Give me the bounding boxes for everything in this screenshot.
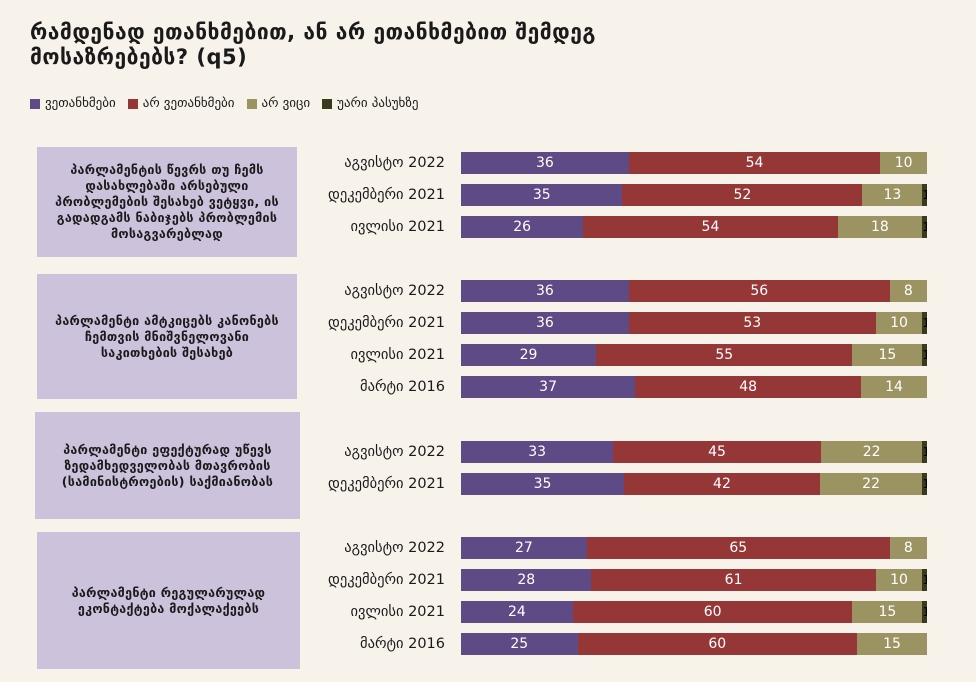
bar-segment-refuse: 1	[922, 184, 927, 206]
bar-segment-agree: 36	[461, 280, 629, 302]
legend-label-disagree: არ ვეთანხმები	[142, 96, 235, 111]
bar-segment-refuse: 1	[922, 473, 927, 495]
period-label: მარტი 2016	[360, 636, 445, 652]
legend-swatch-refuse	[322, 98, 333, 109]
chart-title-line-2: მოსაზრებებს? (q5)	[30, 45, 248, 69]
bar-segment-dont-know: 18	[837, 216, 923, 238]
bar-segment-agree: 35	[461, 473, 625, 495]
period-label: დეკემბერი 2021	[328, 476, 445, 492]
bar-segment-refuse: 1	[922, 569, 927, 591]
bar-segment-dont-know: 15	[852, 601, 923, 623]
bar-segment-disagree: 54	[583, 216, 838, 238]
bar-segment-disagree: 61	[591, 569, 876, 591]
bar-row: 37 48 14	[461, 376, 927, 398]
bar-row: 25 60 15	[461, 633, 927, 655]
bar-row: 27 65 8	[461, 537, 927, 559]
bar-segment-disagree: 53	[628, 312, 876, 334]
legend: ვეთანხმები არ ვეთანხმები არ ვიცი უარი პა…	[30, 96, 418, 111]
legend-swatch-disagree	[127, 98, 138, 109]
bar-segment-disagree: 42	[624, 473, 820, 495]
chart-title: რამდენად ეთანხმებით, ან არ ეთანხმებით შე…	[30, 20, 730, 70]
bar-segment-refuse: 1	[922, 312, 927, 334]
bar-segment-disagree: 54	[628, 152, 881, 174]
bar-segment-disagree: 56	[628, 280, 890, 302]
bar-segment-disagree: 60	[577, 633, 858, 655]
period-label: დეკემბერი 2021	[328, 572, 445, 588]
bar-segment-agree: 37	[461, 376, 636, 398]
legend-label-refuse: უარი პასუხზე	[337, 96, 419, 111]
bar-row: 35 52 13 1	[461, 184, 927, 206]
bar-row: 36 56 8	[461, 280, 927, 302]
bar-segment-agree: 29	[461, 344, 597, 366]
legend-swatch-dont-know	[246, 98, 257, 109]
legend-swatch-agree	[30, 98, 40, 109]
bar-row: 29 55 15 1	[461, 344, 927, 366]
bar-segment-agree: 33	[461, 441, 614, 463]
period-label: მარტი 2016	[360, 379, 445, 395]
bar-segment-dont-know: 14	[861, 376, 927, 398]
bar-segment-dont-know: 10	[880, 152, 927, 174]
chart-title-line-1: რამდენად ეთანხმებით, ან არ ეთანხმებით შე…	[30, 20, 596, 44]
legend-item-disagree: არ ვეთანხმები	[127, 96, 235, 111]
period-label: აგვისტო 2022	[344, 444, 445, 460]
legend-item-refuse: უარი პასუხზე	[322, 96, 418, 111]
bar-segment-refuse: 1	[922, 601, 927, 623]
bar-segment-disagree: 60	[572, 601, 853, 623]
period-label: ივლისი 2021	[350, 347, 445, 363]
period-label: დეკემბერი 2021	[328, 315, 445, 331]
bar-segment-dont-know: 8	[889, 280, 927, 302]
period-label: დეკემბერი 2021	[328, 187, 445, 203]
bar-row: 28 61 10 1	[461, 569, 927, 591]
bar-segment-agree: 36	[461, 312, 629, 334]
bar-segment-refuse: 1	[922, 216, 927, 238]
legend-item-agree: ვეთანხმები	[30, 96, 116, 111]
bar-segment-disagree: 55	[596, 344, 853, 366]
period-label: ივლისი 2021	[350, 604, 445, 620]
bar-segment-agree: 35	[461, 184, 623, 206]
bar-segment-refuse: 1	[922, 344, 927, 366]
bar-segment-agree: 36	[461, 152, 629, 174]
bar-segment-dont-know: 13	[862, 184, 923, 206]
bar-segment-disagree: 48	[635, 376, 862, 398]
bar-segment-agree: 27	[461, 537, 587, 559]
bar-row: 26 54 18 1	[461, 216, 927, 238]
legend-label-agree: ვეთანხმები	[45, 96, 116, 111]
bar-segment-agree: 26	[461, 216, 584, 238]
group-label-2: პარლამენტი ამტკიცებს კანონებს ჩემთვის მნ…	[37, 274, 297, 399]
bar-segment-disagree: 52	[622, 184, 863, 206]
group-label-3: პარლამენტი ეფექტურად უწევს ზედამხედველობ…	[35, 412, 300, 519]
group-label-1: პარლამენტის წევრს თუ ჩემს დასახლებაში არ…	[37, 147, 297, 257]
bar-segment-disagree: 45	[613, 441, 821, 463]
legend-item-dont-know: არ ვიცი	[246, 96, 311, 111]
bar-segment-agree: 24	[461, 601, 573, 623]
bar-segment-dont-know: 15	[852, 344, 923, 366]
bar-row: 35 42 22 1	[461, 473, 927, 495]
bar-row: 36 54 10	[461, 152, 927, 174]
bar-row: 33 45 22 1	[461, 441, 927, 463]
bar-segment-disagree: 65	[586, 537, 890, 559]
group-label-4: პარლამენტი რეგულარულად ეკონტაქტება მოქალ…	[37, 532, 300, 669]
bar-segment-dont-know: 8	[889, 537, 927, 559]
legend-label-dont-know: არ ვიცი	[261, 96, 311, 111]
bar-row: 24 60 15 1	[461, 601, 927, 623]
period-label: აგვისტო 2022	[344, 540, 445, 556]
bar-segment-agree: 25	[461, 633, 578, 655]
period-label: აგვისტო 2022	[344, 155, 445, 171]
bar-segment-refuse: 1	[922, 441, 927, 463]
bar-segment-agree: 28	[461, 569, 592, 591]
bar-segment-dont-know: 22	[819, 473, 923, 495]
bar-segment-dont-know: 22	[820, 441, 923, 463]
bar-segment-dont-know: 10	[875, 569, 923, 591]
bar-row: 36 53 10 1	[461, 312, 927, 334]
period-label: ივლისი 2021	[350, 219, 445, 235]
period-label: აგვისტო 2022	[344, 283, 445, 299]
bar-segment-dont-know: 10	[875, 312, 923, 334]
bar-segment-dont-know: 15	[857, 633, 927, 655]
